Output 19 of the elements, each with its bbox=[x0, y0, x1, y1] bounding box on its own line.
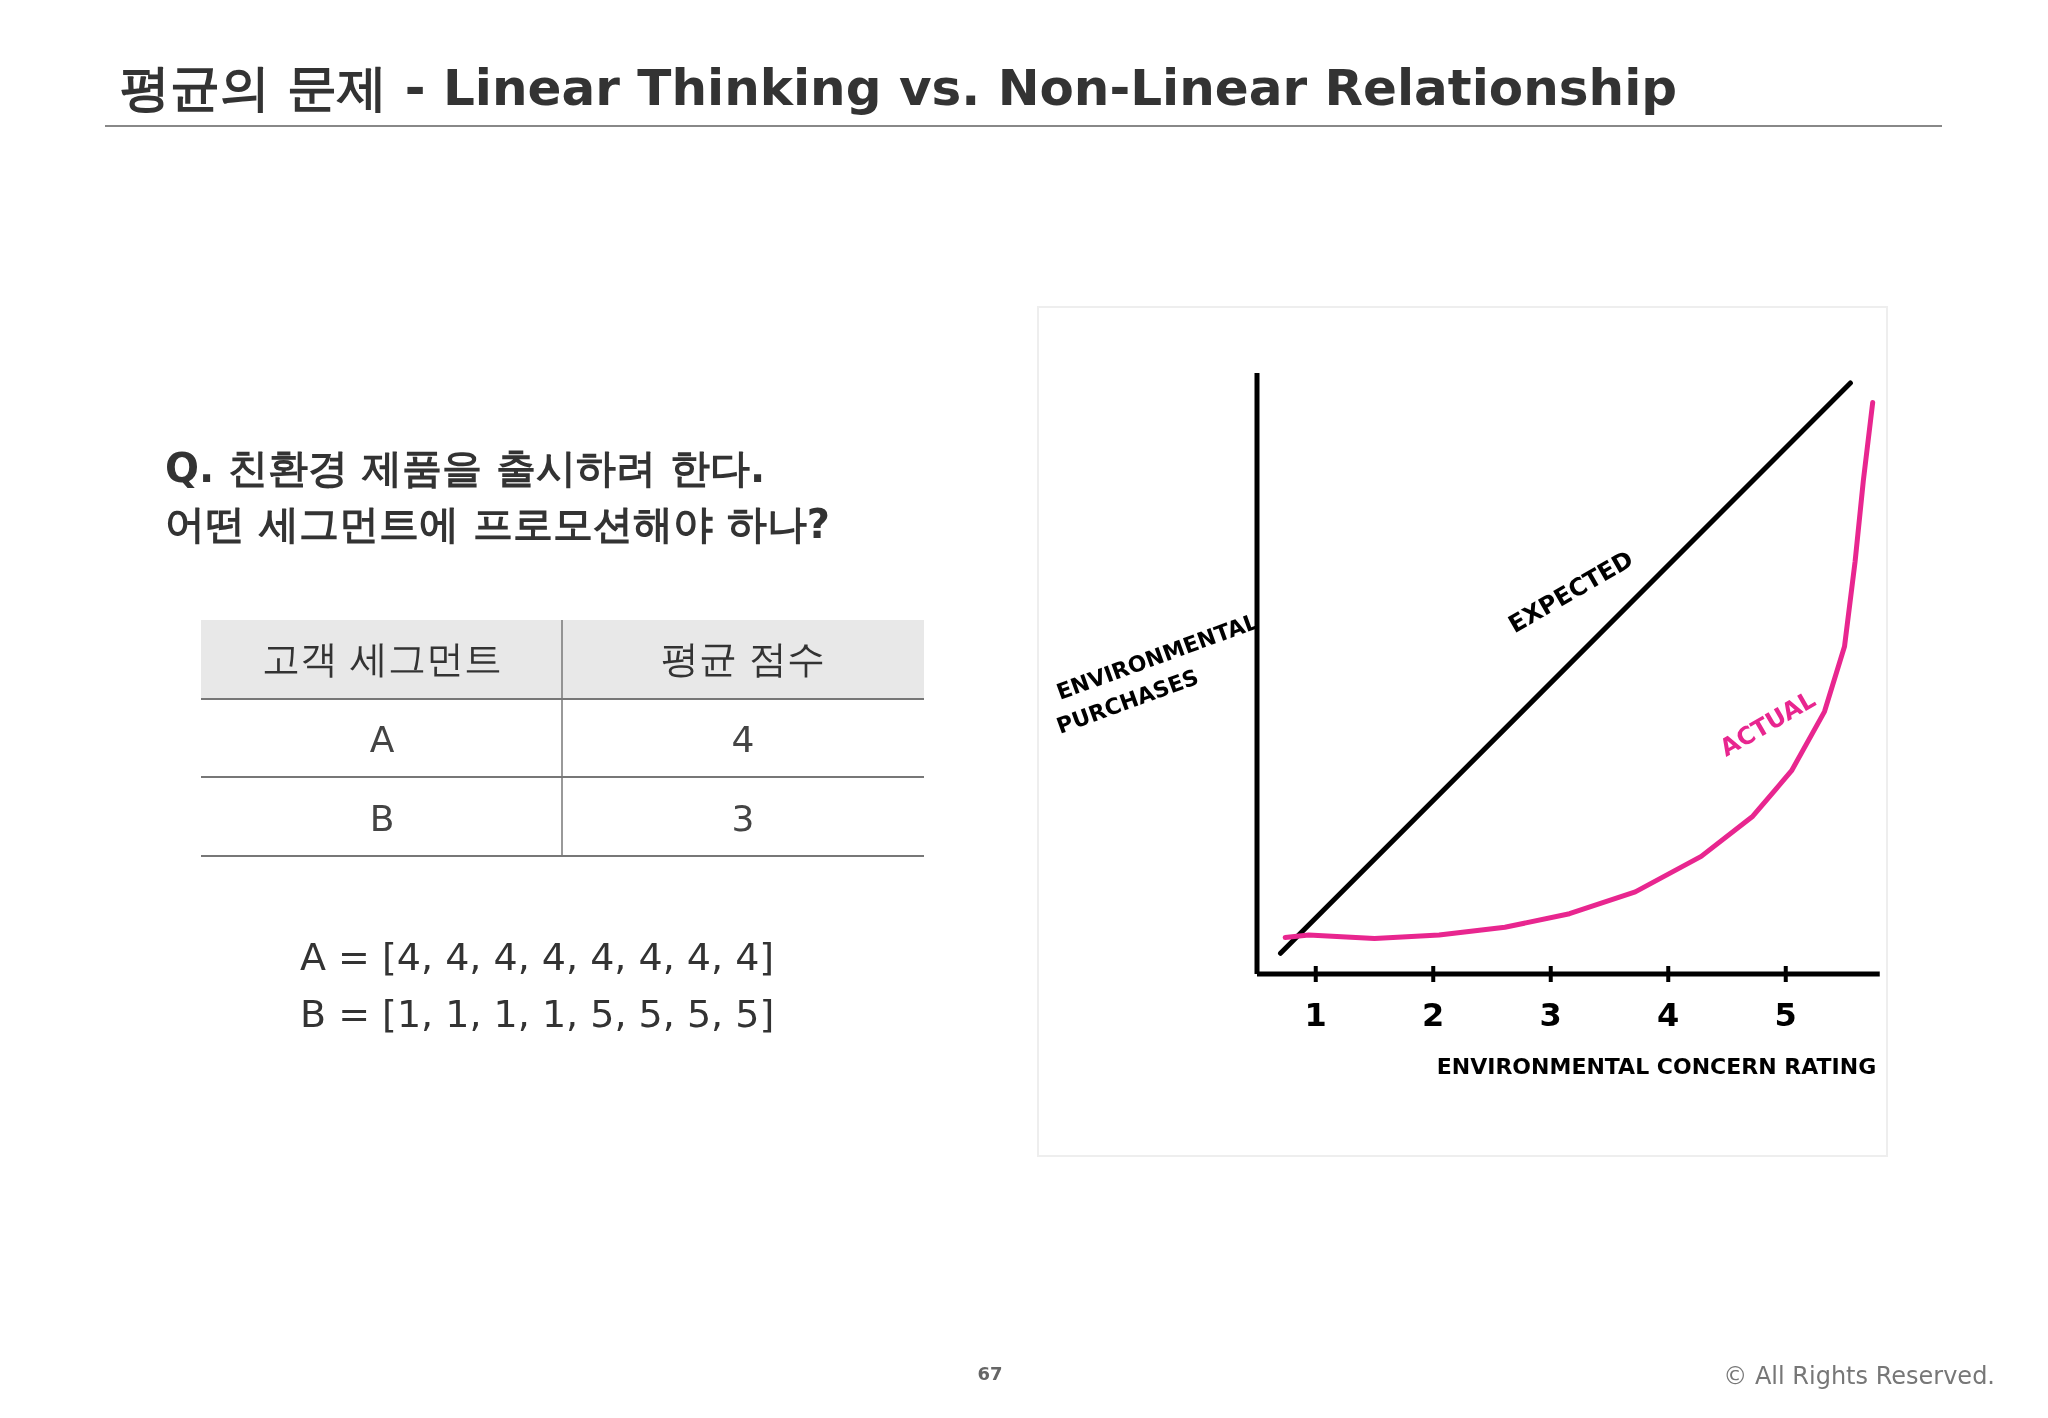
text: 평균 점수 bbox=[660, 637, 826, 681]
text: B bbox=[369, 798, 395, 839]
text: © All Rights Reserved. bbox=[1723, 1362, 1995, 1390]
text: 고객 세그먼트 bbox=[261, 637, 503, 681]
text: 3 bbox=[731, 798, 755, 839]
text: Q. 친환경 제품을 출시하려 한다. bbox=[165, 445, 766, 491]
text: A bbox=[369, 719, 395, 760]
text: 4 bbox=[731, 719, 755, 760]
x-tick-label: 1 bbox=[1304, 996, 1327, 1034]
x-tick-label: 4 bbox=[1657, 996, 1680, 1034]
text: 어떤 세그먼트에 프로모션해야 하나? bbox=[165, 501, 830, 547]
text: 평균의 문제 - Linear Thinking vs. Non-Linear Relationship bbox=[120, 59, 1678, 117]
x-tick-label: 5 bbox=[1774, 996, 1797, 1034]
x-tick-label: 2 bbox=[1422, 996, 1445, 1034]
text: 67 bbox=[977, 1363, 1003, 1384]
x-tick-label: 3 bbox=[1539, 996, 1562, 1034]
x-axis-title: ENVIRONMENTAL CONCERN RATING bbox=[1436, 1054, 1877, 1079]
text: B = [1, 1, 1, 1, 5, 5, 5, 5] bbox=[300, 992, 775, 1036]
text: A = [4, 4, 4, 4, 4, 4, 4, 4] bbox=[300, 935, 775, 979]
